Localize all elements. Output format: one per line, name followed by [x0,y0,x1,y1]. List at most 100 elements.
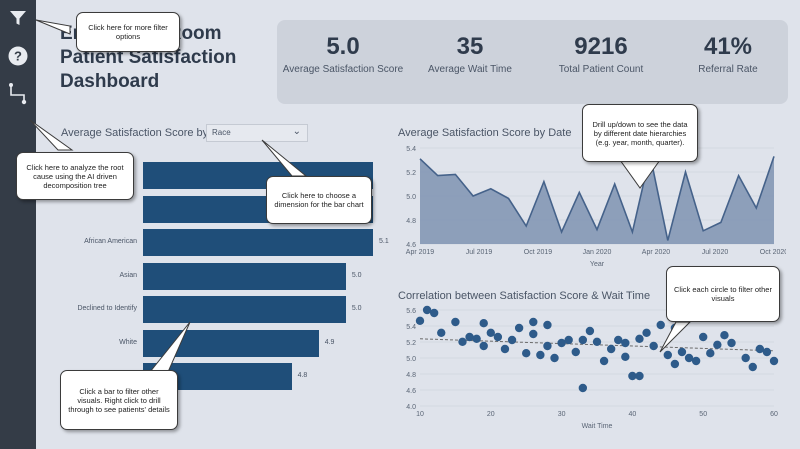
svg-text:?: ? [14,49,22,64]
y-tick-label: 4.8 [406,218,416,225]
scatter-point[interactable] [479,319,488,328]
scatter-point[interactable] [748,362,757,372]
scatter-point[interactable] [458,337,467,346]
scatter-point[interactable] [437,328,446,337]
x-tick-label: Oct 2020 [760,249,786,256]
scatter-point[interactable] [500,344,510,354]
scatter-point[interactable] [614,335,623,345]
scatter-point[interactable] [606,344,616,354]
scatter-point[interactable] [635,334,644,343]
scatter-point[interactable] [479,341,488,351]
scatter-point[interactable] [507,335,517,345]
scatter-point[interactable] [514,323,524,333]
scatter-point[interactable] [635,371,644,381]
scatter-point[interactable] [677,347,687,357]
filter-icon[interactable] [6,6,30,30]
decomp-callout-tail [29,119,74,151]
bar-data-label: 4.8 [297,372,308,379]
y-tick-label: 5.2 [406,340,416,347]
scatter-point[interactable] [578,383,588,393]
x-tick-label: 50 [699,411,707,418]
series-line[interactable] [419,155,775,241]
scatter-point[interactable] [415,316,425,325]
scatter-point[interactable] [762,347,772,357]
bar-category-label: White [119,338,137,346]
bar-callout-tail [148,321,191,373]
area-fill [420,155,774,244]
scatter-point[interactable] [550,353,559,363]
scatter-point[interactable] [486,328,495,337]
scatter-point[interactable] [656,320,665,330]
bar[interactable] [143,229,373,256]
scatter-point[interactable] [578,335,588,345]
scatter-point[interactable] [628,371,637,381]
scatter-point[interactable] [522,349,531,358]
scatter-point[interactable] [621,338,630,348]
question-icon[interactable]: ? [6,44,30,68]
scatter-point[interactable] [599,356,609,366]
scatter-point[interactable] [543,341,552,351]
scatter-point[interactable] [536,350,545,360]
bar-chart-title: Average Satisfaction Score by [61,127,209,139]
x-tick-label: Apr 2019 [406,249,435,256]
kpi-value: 35 [456,33,484,60]
scatter-point[interactable] [741,353,750,363]
bar[interactable] [143,296,346,323]
x-tick-label: Jan 2020 [583,249,612,256]
scatter-point[interactable] [571,347,580,357]
scatter-point[interactable] [493,332,503,342]
bar-category-label: African American [84,238,137,245]
chevron-down-icon: ⌄ [292,126,301,137]
scatter-point[interactable] [691,356,701,366]
bar[interactable] [143,262,346,290]
scatter-point[interactable] [465,332,474,342]
decomp-callout: Click here to analyze the root cause usi… [16,152,134,200]
scatter-point[interactable] [585,326,595,336]
filter-callout: Click here for more filter options [76,12,180,52]
dimension-dropdown[interactable]: Race ⌄ [206,124,308,142]
scatter-point[interactable] [472,334,481,343]
scatter-point[interactable] [564,335,573,345]
scatter-point[interactable] [755,344,765,354]
scatter-point[interactable] [727,338,736,348]
x-tick-label: 60 [770,411,778,418]
scatter-point[interactable] [557,338,566,348]
bar-category-label: Declined to Identify [77,305,137,312]
y-tick-label: 5.2 [406,170,416,177]
y-tick-label: 5.0 [406,194,416,201]
scatter-point[interactable] [621,352,630,361]
scatter-point[interactable] [649,341,658,351]
scatter-point[interactable] [642,328,651,337]
scatter-point[interactable] [699,332,708,342]
scatter-point[interactable] [429,308,439,318]
scatter-point[interactable] [720,331,729,340]
kpi-label: Referral Rate [698,64,758,75]
x-tick-label: Jul 2020 [702,249,729,256]
scatter-point[interactable] [663,350,672,360]
scatter-point[interactable] [670,359,680,369]
scatter-point[interactable] [451,317,460,327]
decomposition-tree-icon[interactable] [6,82,30,106]
x-axis-label: Year [590,261,605,268]
scatter-point[interactable] [543,320,552,330]
scatter-point[interactable] [529,317,538,327]
circle-callout-tail [659,321,692,353]
dimension-callout-tail [261,139,308,177]
scatter-point[interactable] [422,305,432,315]
y-tick-label: 4.0 [406,404,416,411]
bar-data-label: 4.9 [324,338,335,346]
kpi-patient-count: 9216 Total Patient Count [539,32,663,75]
scatter-point[interactable] [706,349,715,358]
scatter-point[interactable] [592,337,602,346]
kpi-wait-time: 35 Average Wait Time [413,32,527,75]
scatter-point[interactable] [529,329,538,339]
line-chart-title: Average Satisfaction Score by Date [398,127,572,139]
scatter-point[interactable] [684,353,694,363]
scatter-point[interactable] [769,356,779,366]
x-tick-label: 40 [629,411,637,418]
scatter-point[interactable] [713,340,722,349]
drill-callout: Drill up/down to see the data by differe… [582,104,698,162]
y-tick-label: 4.6 [406,242,416,249]
